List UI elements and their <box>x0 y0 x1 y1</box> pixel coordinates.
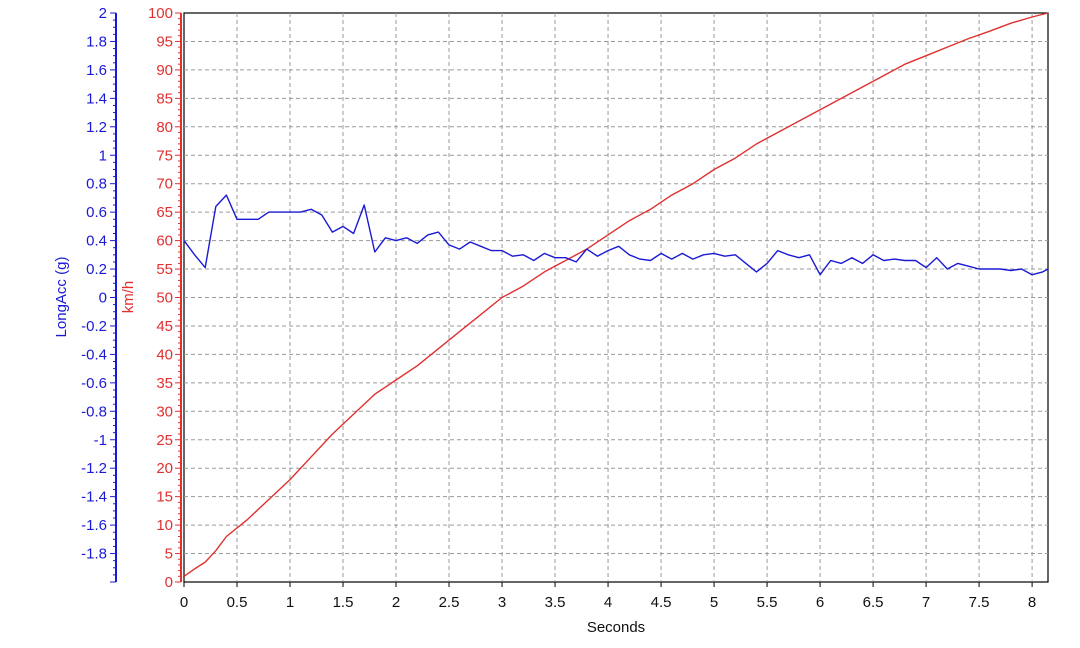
y2-tick-label: 30 <box>156 403 173 420</box>
x-tick-label: 5.5 <box>757 594 778 611</box>
x-tick-label: 3.5 <box>545 594 566 611</box>
y1-tick-label: -0.6 <box>81 375 107 392</box>
y2-tick-label: 5 <box>165 546 173 563</box>
x-tick-label: 7 <box>922 594 930 611</box>
x-tick-label: 0.5 <box>227 594 248 611</box>
y2-tick-label: 95 <box>156 33 173 50</box>
x-tick-label: 8 <box>1028 594 1036 611</box>
y2-tick-label: 0 <box>165 574 173 591</box>
axis-layer: 0 0.5 1 1.5 2 2.5 3 3.5 4 4.5 5 5.5 6 6.5 7 7.5 8 2 1.8 1.6… <box>81 5 1036 611</box>
y1-tick-label: 2 <box>99 5 107 22</box>
y2-tick-label: 100 <box>148 5 173 22</box>
y1-tick-label: 1.2 <box>86 119 107 136</box>
x-tick-label: 5 <box>710 594 718 611</box>
y2-axis-title: km/h <box>120 281 137 314</box>
y2-tick-label: 15 <box>156 489 173 506</box>
y1-tick-label: -1.4 <box>81 489 107 506</box>
series-layer <box>183 12 1049 577</box>
y2-tick-label: 10 <box>156 517 173 534</box>
x-tick-label: 3 <box>498 594 506 611</box>
y2-tick-label: 60 <box>156 233 173 250</box>
x-tick-label: 7.5 <box>969 594 990 611</box>
y2-tick-label: 50 <box>156 290 173 307</box>
y2-tick-label: 85 <box>156 90 173 107</box>
y1-axis-title: LongAcc (g) <box>53 257 70 338</box>
y2-tick-label: 80 <box>156 119 173 136</box>
y1-tick-label: -1.2 <box>81 460 107 477</box>
y2-tick-label: 55 <box>156 261 173 278</box>
y1-tick-label: 1.4 <box>86 90 107 107</box>
x-tick-label: 2 <box>392 594 400 611</box>
y1-tick-label: -1.6 <box>81 517 107 534</box>
y1-tick-label: -1.8 <box>81 546 107 563</box>
y2-tick-label: 75 <box>156 147 173 164</box>
x-tick-label: 1 <box>286 594 294 611</box>
x-tick-label: 1.5 <box>333 594 354 611</box>
longacc-series-line <box>183 194 1049 276</box>
x-tick-label: 2.5 <box>439 594 460 611</box>
y2-tick-label: 70 <box>156 176 173 193</box>
y2-tick-label: 25 <box>156 432 173 449</box>
y1-tick-label: 1.8 <box>86 33 107 50</box>
grid-layer <box>183 12 1049 583</box>
x-axis-title: Seconds <box>587 619 645 636</box>
y1-tick-label: -0.8 <box>81 403 107 420</box>
y1-tick-label: -0.2 <box>81 318 107 335</box>
y2-tick-label: 90 <box>156 62 173 79</box>
x-tick-label: 6 <box>816 594 824 611</box>
y1-tick-label: 0 <box>99 290 107 307</box>
x-tick-label: 0 <box>180 594 188 611</box>
y1-tick-label: 0.4 <box>86 233 107 250</box>
y1-tick-label: 0.8 <box>86 176 107 193</box>
y2-tick-label: 65 <box>156 204 173 221</box>
y1-tick-label: 0.2 <box>86 261 107 278</box>
x-tick-label: 6.5 <box>863 594 884 611</box>
y1-tick-label: -1 <box>94 432 107 449</box>
y1-tick-label: 0.6 <box>86 204 107 221</box>
y2-tick-label: 40 <box>156 346 173 363</box>
x-tick-label: 4.5 <box>651 594 672 611</box>
speed-series-line <box>183 12 1049 577</box>
y1-tick-label: 1.6 <box>86 62 107 79</box>
x-tick-label: 4 <box>604 594 612 611</box>
y1-tick-label: 1 <box>99 147 107 164</box>
label-layer: Seconds LongAcc (g) km/h <box>53 257 645 636</box>
y2-tick-label: 45 <box>156 318 173 335</box>
y2-tick-label: 20 <box>156 460 173 477</box>
y1-tick-label: -0.4 <box>81 346 107 363</box>
y2-tick-label: 35 <box>156 375 173 392</box>
